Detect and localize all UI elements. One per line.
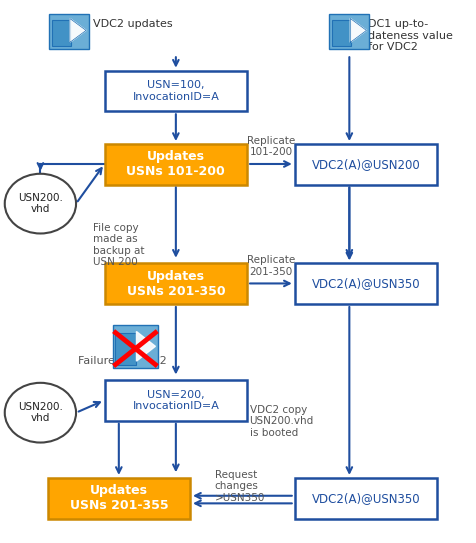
Text: Failure on VDC2: Failure on VDC2	[78, 356, 167, 366]
Polygon shape	[349, 18, 366, 42]
Ellipse shape	[5, 383, 76, 443]
FancyBboxPatch shape	[294, 263, 436, 304]
Text: Updates
USNs 201-355: Updates USNs 201-355	[69, 484, 168, 512]
Text: Request
changes
>USN350: Request changes >USN350	[214, 470, 265, 503]
FancyBboxPatch shape	[114, 333, 136, 364]
Text: Updates
USNs 101-200: Updates USNs 101-200	[126, 150, 225, 178]
FancyBboxPatch shape	[294, 144, 436, 185]
FancyBboxPatch shape	[332, 20, 350, 46]
Text: File copy
made as
backup at
USN 200: File copy made as backup at USN 200	[92, 223, 144, 268]
FancyBboxPatch shape	[104, 144, 247, 185]
Text: VDC2(A)@USN200: VDC2(A)@USN200	[311, 158, 419, 171]
FancyBboxPatch shape	[48, 478, 190, 519]
Text: VDC2(A)@USN350: VDC2(A)@USN350	[311, 277, 419, 290]
Text: Replicate
101-200: Replicate 101-200	[246, 136, 295, 157]
FancyBboxPatch shape	[49, 14, 89, 49]
Text: VDC2(A)@USN350: VDC2(A)@USN350	[311, 492, 419, 504]
Text: USN=100,
InvocationID=A: USN=100, InvocationID=A	[132, 80, 219, 102]
Text: USN200.
vhd: USN200. vhd	[18, 193, 63, 214]
FancyBboxPatch shape	[104, 263, 247, 304]
FancyBboxPatch shape	[329, 14, 368, 49]
FancyBboxPatch shape	[104, 380, 247, 421]
FancyBboxPatch shape	[104, 71, 247, 111]
FancyBboxPatch shape	[294, 478, 436, 519]
FancyBboxPatch shape	[112, 325, 158, 368]
Text: DC1 up-to-
dateness value
for VDC2: DC1 up-to- dateness value for VDC2	[367, 19, 452, 52]
Text: Updates
USNs 201-350: Updates USNs 201-350	[126, 270, 225, 298]
Text: VDC2 updates: VDC2 updates	[92, 20, 172, 29]
Ellipse shape	[5, 174, 76, 233]
Text: USN=200,
InvocationID=A: USN=200, InvocationID=A	[132, 390, 219, 411]
Text: VDC2 copy
USN200.vhd
is booted: VDC2 copy USN200.vhd is booted	[249, 405, 313, 438]
Text: USN200.
vhd: USN200. vhd	[18, 402, 63, 424]
Text: Replicate
201-350: Replicate 201-350	[246, 255, 295, 277]
Polygon shape	[69, 18, 86, 42]
FancyBboxPatch shape	[52, 20, 70, 46]
Polygon shape	[136, 332, 155, 361]
